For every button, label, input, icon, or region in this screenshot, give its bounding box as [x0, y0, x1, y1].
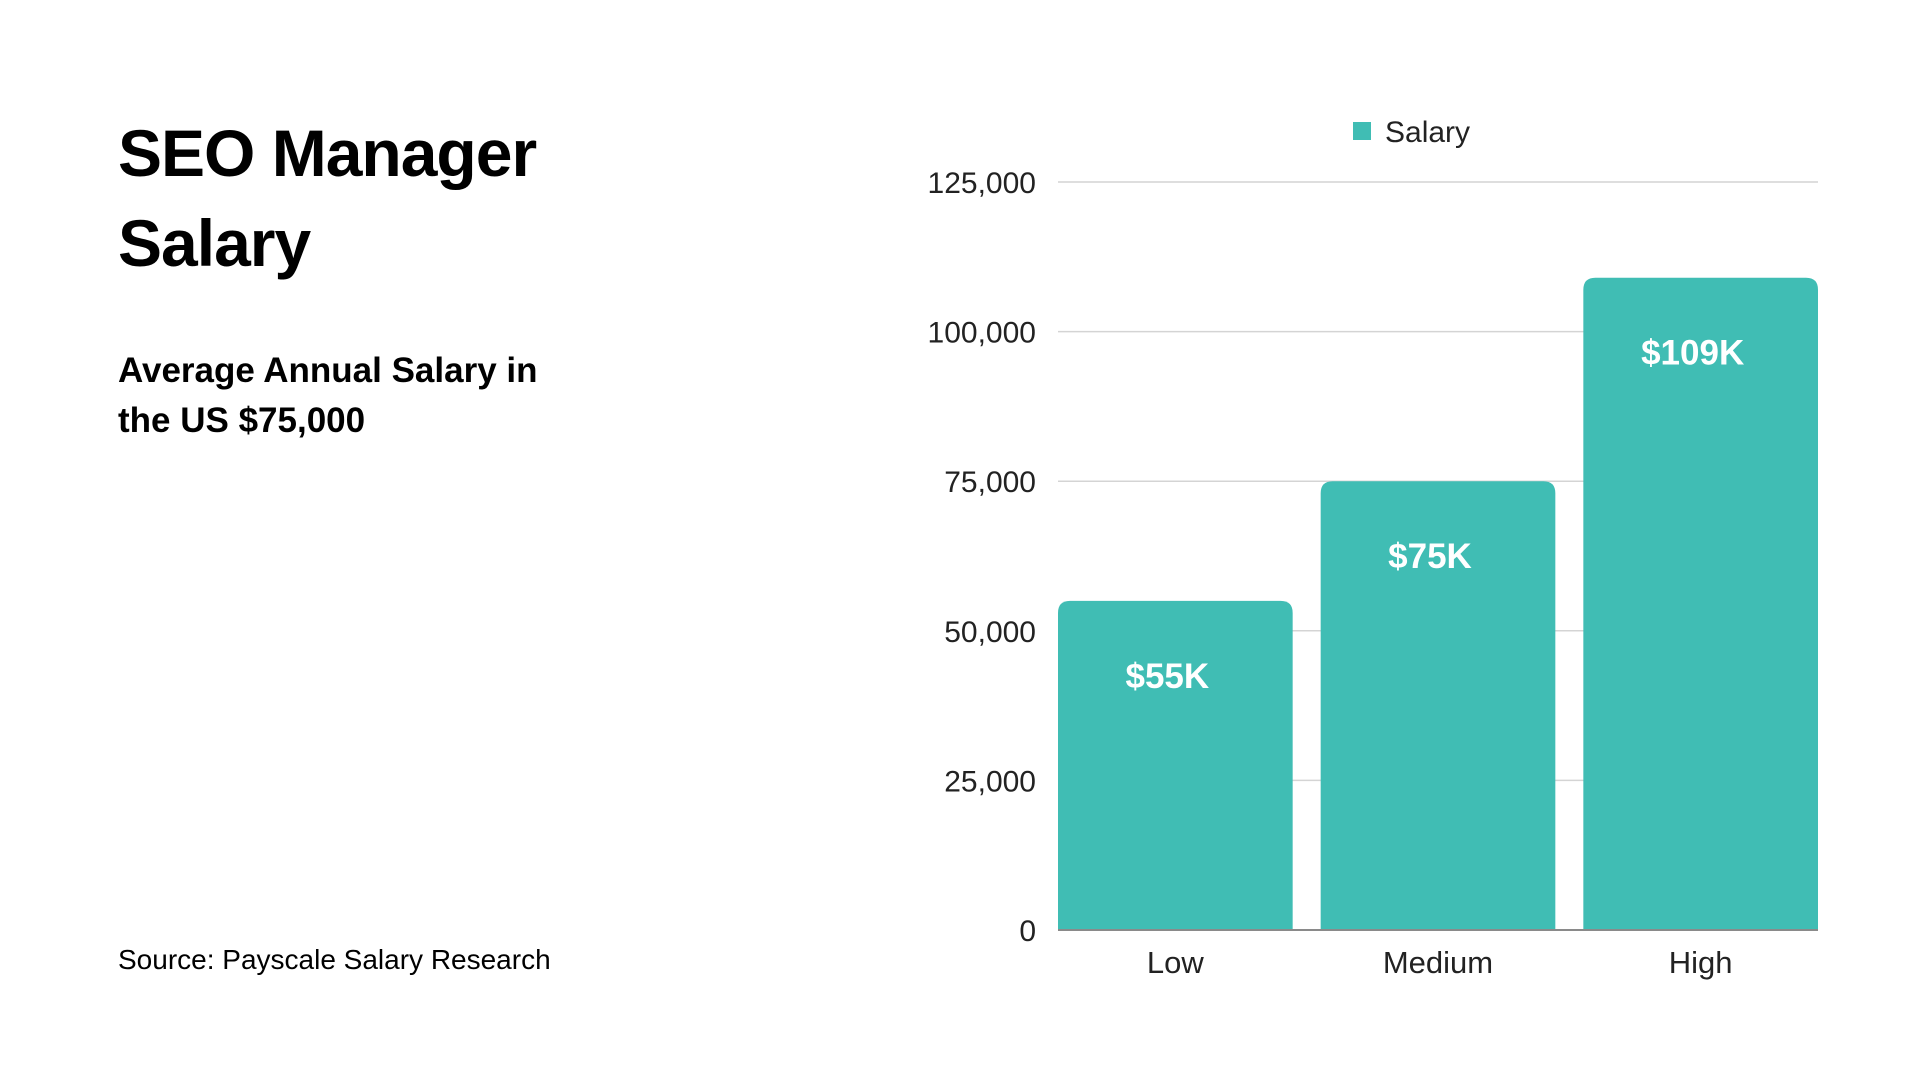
- legend-swatch: [1353, 122, 1371, 140]
- y-tick-label: 100,000: [928, 317, 1036, 350]
- x-axis-labels: Low Medium High: [1147, 945, 1733, 980]
- data-label-medium: $75K: [1388, 537, 1472, 576]
- data-labels: $55K $75K $109K: [1125, 334, 1744, 696]
- x-tick-label-low: Low: [1147, 945, 1204, 980]
- average-salary-subtitle: Average Annual Salary in the US $75,000: [118, 351, 538, 440]
- page-title: SEO Manager Salary: [118, 116, 537, 280]
- bars: [1058, 277, 1818, 930]
- x-tick-label-high: High: [1669, 945, 1733, 980]
- y-tick-label: 0: [1019, 915, 1036, 948]
- y-axis-ticks: 0 25,000 50,000 75,000 100,000 125,000: [928, 167, 1036, 948]
- y-tick-label: 125,000: [928, 167, 1036, 200]
- y-tick-label: 75,000: [944, 466, 1036, 499]
- y-tick-label: 25,000: [944, 765, 1036, 798]
- y-tick-label: 50,000: [944, 616, 1036, 649]
- bar-medium: [1320, 481, 1556, 930]
- bar-low: [1058, 600, 1293, 930]
- legend: Salary: [1353, 116, 1470, 149]
- source-note: Source: Payscale Salary Research: [118, 944, 551, 975]
- data-label-high: $109K: [1641, 334, 1744, 373]
- x-tick-label-medium: Medium: [1383, 945, 1493, 980]
- data-label-low: $55K: [1125, 657, 1209, 696]
- bar-high: [1583, 277, 1818, 930]
- legend-label: Salary: [1385, 116, 1470, 149]
